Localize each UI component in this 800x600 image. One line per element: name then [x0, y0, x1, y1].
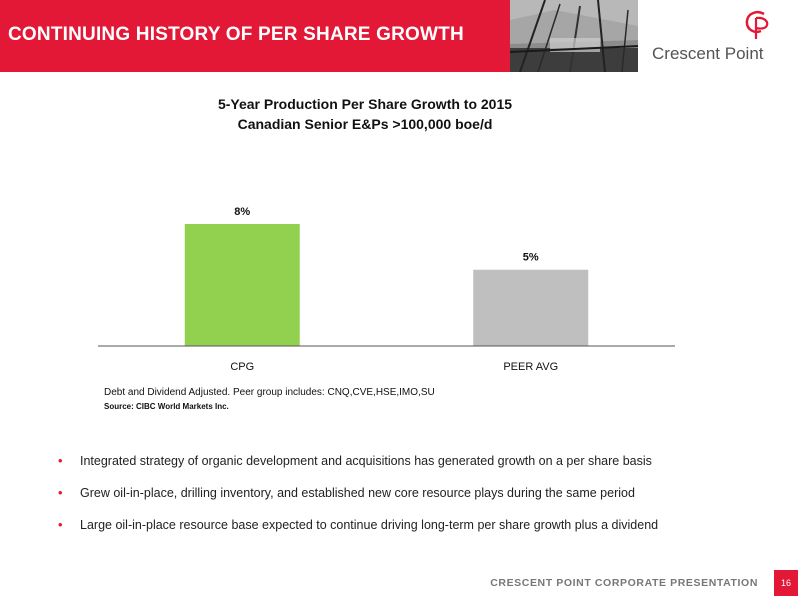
x-tick-label: CPG: [230, 361, 254, 373]
data-label: 8%: [234, 206, 250, 218]
logo-area: [638, 0, 800, 72]
header-bar: CONTINUING HISTORY OF PER SHARE GROWTH: [0, 0, 510, 72]
bar-peer-avg: [473, 269, 589, 346]
bullet-text: Grew oil-in-place, drilling inventory, a…: [80, 486, 635, 500]
logo-text: Crescent Point: [652, 44, 764, 63]
chart-note: Debt and Dividend Adjusted. Peer group i…: [104, 387, 435, 398]
bullet-icon: •: [58, 453, 63, 468]
bullet-item: • Large oil-in-place resource base expec…: [58, 517, 778, 549]
bar-chart: 8% CPG 5% PEER AVG: [98, 206, 675, 373]
bullet-item: • Integrated strategy of organic develop…: [58, 453, 778, 485]
footer-text: CRESCENT POINT CORPORATE PRESENTATION: [490, 577, 758, 589]
bullet-text: Large oil-in-place resource base expecte…: [80, 518, 659, 532]
data-label: 5%: [523, 252, 539, 264]
header-photo: [510, 0, 638, 72]
chart-title: 5-Year Production Per Share Growth to 20…: [217, 96, 513, 112]
bullet-list: • Integrated strategy of organic develop…: [58, 453, 778, 549]
page-number: 16: [774, 570, 798, 596]
bar-cpg: [184, 223, 300, 346]
bullet-icon: •: [58, 485, 63, 500]
chart-subtitle: Canadian Senior E&Ps >100,000 boe/d: [237, 116, 493, 132]
bullet-icon: •: [58, 517, 63, 532]
x-tick-label: PEER AVG: [503, 361, 558, 373]
bullet-item: • Grew oil-in-place, drilling inventory,…: [58, 485, 778, 517]
cp-logo-icon: [745, 11, 769, 39]
chart-source: Source: CIBC World Markets Inc.: [104, 402, 229, 411]
bullet-text: Integrated strategy of organic developme…: [80, 454, 652, 468]
page-title: CONTINUING HISTORY OF PER SHARE GROWTH: [8, 24, 464, 45]
drilling-rig-photo: [510, 0, 638, 72]
